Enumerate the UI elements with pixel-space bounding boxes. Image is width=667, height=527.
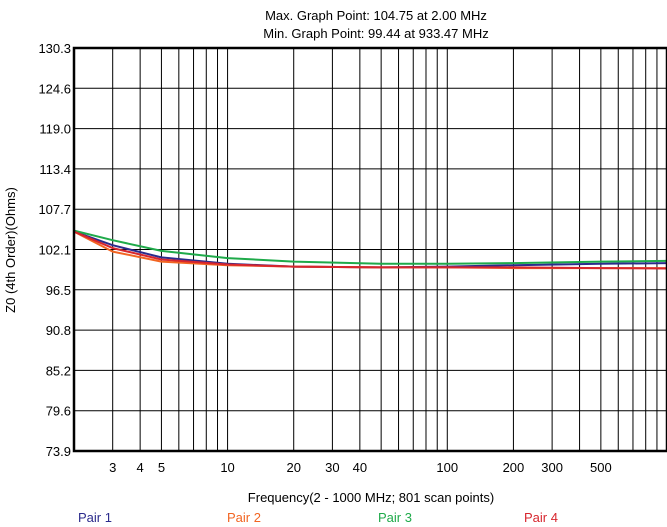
y-tick-label: 124.6 <box>38 81 71 96</box>
y-tick-label: 79.6 <box>46 404 71 419</box>
legend: Pair 1 Pair 2 Pair 3 Pair 4 <box>78 510 558 525</box>
plot-frame <box>72 46 667 453</box>
x-tick-label: 10 <box>220 460 234 475</box>
y-tick-labels: 73.9 79.6 85.2 90.8 96.5 102.1 107.7 113.4 119.0… <box>38 41 71 459</box>
y-tick-label: 113.4 <box>39 162 71 177</box>
y-axis-label: Z0 (4th Order)(Ohms) <box>3 187 18 313</box>
x-tick-labels: 3 4 5 10 20 30 40 100 200 300 500 <box>109 460 612 475</box>
legend-item-pair-2: Pair 2 <box>227 510 261 525</box>
legend-item-pair-1: Pair 1 <box>78 510 112 525</box>
x-tick-label: 500 <box>590 460 612 475</box>
x-tick-label: 100 <box>436 460 458 475</box>
x-tick-label: 200 <box>503 460 525 475</box>
legend-item-pair-4: Pair 4 <box>524 510 558 525</box>
y-tick-label: 130.3 <box>38 41 71 56</box>
x-tick-label: 4 <box>137 460 144 475</box>
y-tick-label: 73.9 <box>46 444 71 459</box>
x-tick-label: 300 <box>541 460 563 475</box>
x-tick-label: 5 <box>158 460 165 475</box>
series-line-pair-3 <box>73 229 667 265</box>
x-tick-label: 20 <box>286 460 300 475</box>
x-tick-label: 30 <box>325 460 339 475</box>
y-tick-label: 107.7 <box>38 202 71 217</box>
y-tick-label: 96.5 <box>46 283 71 298</box>
legend-item-pair-3: Pair 3 <box>378 510 412 525</box>
y-tick-label: 102.1 <box>38 243 71 258</box>
grid <box>74 48 667 451</box>
chart-title-max: Max. Graph Point: 104.75 at 2.00 MHz <box>265 8 487 23</box>
series-lines <box>73 229 667 270</box>
x-axis-label: Frequency(2 - 1000 MHz; 801 scan points) <box>248 490 494 505</box>
chart-title-min: Min. Graph Point: 99.44 at 933.47 MHz <box>263 26 488 41</box>
y-tick-label: 85.2 <box>46 363 71 378</box>
x-tick-label: 3 <box>109 460 116 475</box>
x-tick-label: 40 <box>353 460 367 475</box>
y-tick-label: 119.0 <box>39 122 71 137</box>
y-tick-label: 90.8 <box>46 323 71 338</box>
series-line-pair-4 <box>73 230 667 270</box>
